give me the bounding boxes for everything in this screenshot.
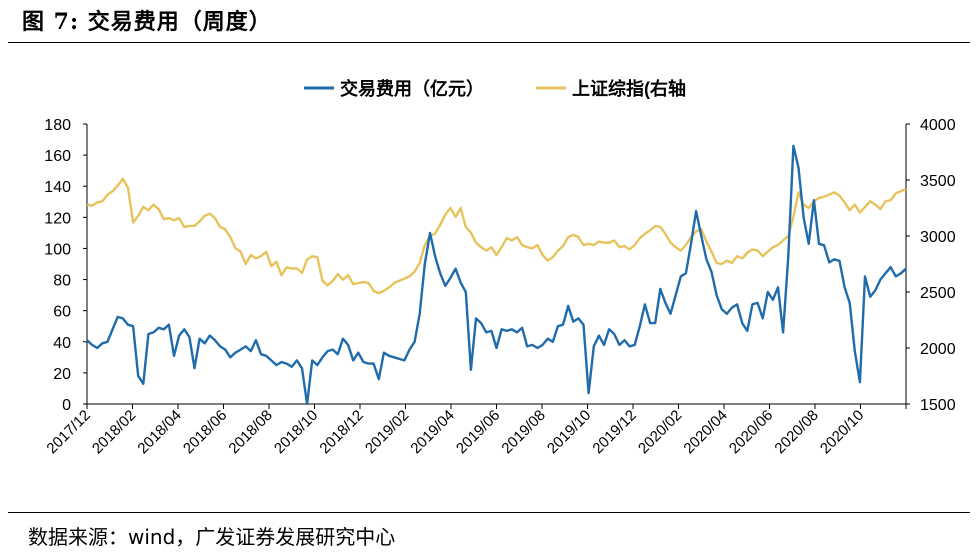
right-tick-label: 4000: [920, 117, 956, 134]
legend-label-fee: 交易费用（亿元）: [340, 78, 484, 99]
right-tick-label: 3000: [920, 229, 956, 246]
left-tick-label: 100: [44, 241, 71, 258]
x-tick-label: 2020/04: [680, 407, 730, 457]
series-line-index: [86, 177, 907, 295]
x-tick-label: 2018/08: [225, 407, 275, 457]
top-rule: [8, 42, 970, 43]
right-tick-label: 1500: [920, 397, 956, 414]
x-tick-label: 2019/04: [407, 407, 457, 457]
figure-title: 图 7: 交易费用（周度）: [22, 9, 272, 35]
x-tick-label: 2020/06: [726, 407, 776, 457]
x-tick-label: 2018/04: [134, 407, 184, 457]
left-tick-label: 180: [44, 117, 71, 134]
left-tick-label: 160: [44, 148, 71, 165]
x-tick-label: 2019/12: [589, 407, 639, 457]
right-tick-label: 2000: [920, 341, 956, 358]
x-tick-label: 2018/02: [89, 407, 139, 457]
series-layer: [86, 144, 907, 406]
left-tick-label: 120: [44, 210, 71, 227]
x-tick-label: 2017/12: [43, 407, 93, 457]
legend: 交易费用（亿元） 上证综指(右轴: [304, 78, 686, 99]
left-tick-label: 40: [53, 335, 71, 352]
x-tick-label: 2019/10: [544, 407, 594, 457]
bottom-rule: [8, 512, 970, 513]
x-tick-label: 2020/10: [817, 407, 867, 457]
right-tick-label: 2500: [920, 285, 956, 302]
left-tick-label: 20: [53, 366, 71, 383]
x-tick-label: 2020/08: [771, 407, 821, 457]
x-tick-label: 2020/02: [635, 407, 685, 457]
x-tick-label: 2019/08: [498, 407, 548, 457]
x-tick-label: 2018/12: [316, 407, 366, 457]
left-tick-label: 60: [53, 304, 71, 321]
right-tick-label: 3500: [920, 173, 956, 190]
legend-label-index: 上证综指(右轴: [572, 78, 686, 99]
x-tick-label: 2018/10: [271, 407, 321, 457]
axes: 0 20 40 60 80 100 120 140 160 180 1500 2000 2500 3000…: [43, 117, 955, 457]
x-tick-label: 2019/02: [362, 407, 412, 457]
x-tick-label: 2018/06: [180, 407, 230, 457]
series-line-fee: [86, 144, 907, 406]
left-tick-label: 0: [62, 397, 71, 414]
left-tick-label: 80: [53, 273, 71, 290]
x-tick-label: 2019/06: [453, 407, 503, 457]
left-tick-label: 140: [44, 179, 71, 196]
source-note: 数据来源：wind，广发证券发展研究中心: [28, 525, 396, 549]
